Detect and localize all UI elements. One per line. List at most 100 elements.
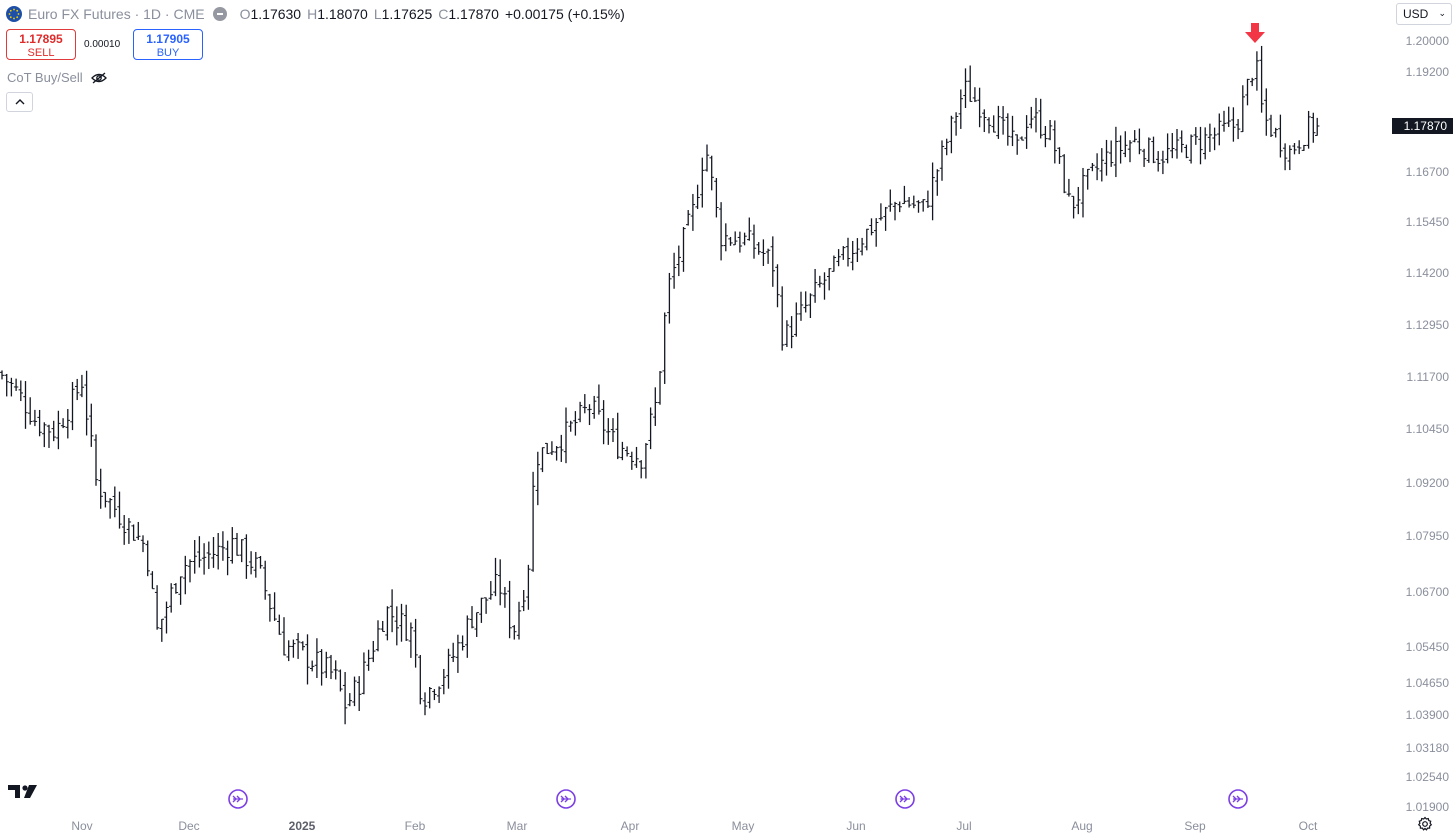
ohlc-bar xyxy=(1193,127,1198,145)
ohlc-bar xyxy=(1221,110,1227,132)
ohlc-bar xyxy=(291,639,296,658)
collapse-legend-button[interactable] xyxy=(6,92,33,112)
ohlc-bar xyxy=(352,676,357,707)
ohlc-bar xyxy=(1113,126,1119,178)
event-marker-icon[interactable] xyxy=(228,789,248,809)
ohlc-bar xyxy=(878,203,884,221)
ohlc-bar xyxy=(728,236,733,246)
sell-button[interactable]: 1.17895 SELL xyxy=(6,29,76,60)
ohlc-bar xyxy=(1062,154,1067,194)
ohlc-bar xyxy=(1080,167,1086,218)
ohlc-bar xyxy=(925,190,931,209)
ohlc-bar xyxy=(526,564,531,610)
ohlc-bar xyxy=(582,394,587,414)
ohlc-bar xyxy=(1226,106,1231,127)
ohlc-bar xyxy=(187,559,193,583)
high-label: H xyxy=(307,6,318,22)
ohlc-bar xyxy=(220,531,226,561)
ohlc-bar xyxy=(1029,106,1034,129)
ohlc-bar xyxy=(333,660,338,680)
ohlc-bar xyxy=(244,534,249,579)
ohlc-bar xyxy=(775,264,780,308)
ohlc-bar xyxy=(107,498,113,519)
ohlc-bar xyxy=(761,239,766,266)
price-bars xyxy=(0,45,1320,725)
ohlc-bar xyxy=(357,676,362,712)
eye-hidden-icon[interactable] xyxy=(90,72,107,84)
ohlc-bar xyxy=(1259,45,1264,113)
event-marker-icon[interactable] xyxy=(556,789,576,809)
x-tick-label: Feb xyxy=(405,819,426,833)
buy-button[interactable]: 1.17905 BUY xyxy=(133,29,203,60)
ohlc-bar xyxy=(639,460,644,479)
settings-gear-icon[interactable] xyxy=(1417,816,1433,832)
ohlc-bar xyxy=(65,409,70,439)
ohlc-bar xyxy=(892,201,898,221)
ohlc-bar xyxy=(84,370,89,436)
symbol-title[interactable]: Euro FX Futures · 1D · CME xyxy=(28,6,205,22)
ohlc-bar xyxy=(1306,110,1311,149)
event-marker-icon[interactable] xyxy=(1228,789,1248,809)
ohlc-bar xyxy=(474,612,479,637)
ohlc-bar xyxy=(314,638,320,679)
event-marker-icon[interactable] xyxy=(895,789,915,809)
ohlc-bar xyxy=(1104,139,1109,176)
ohlc-bar xyxy=(502,586,508,608)
chevron-up-icon xyxy=(15,99,24,105)
ohlc-bar xyxy=(1076,186,1081,215)
indicator-legend[interactable]: CoT Buy/Sell xyxy=(7,70,107,85)
ohlc-bar xyxy=(968,65,973,102)
price-axis[interactable]: 1.20000 1.19200 1.16700 1.15450 1.14200 1.129… xyxy=(1392,34,1453,814)
chevron-down-icon: ⌄ xyxy=(1438,8,1446,18)
ohlc-bar xyxy=(93,434,99,486)
currency-select[interactable]: USD ⌄ xyxy=(1396,3,1452,25)
ohlc-bar xyxy=(1264,88,1269,136)
ohlc-bar xyxy=(545,442,550,455)
tradingview-logo-icon[interactable] xyxy=(8,782,40,800)
x-tick-label: Dec xyxy=(178,819,199,833)
ohlc-bar xyxy=(723,223,728,252)
ohlc-bar xyxy=(549,441,555,456)
ohlc-bar xyxy=(516,601,522,640)
ohlc-bar xyxy=(342,672,348,725)
ohlc-bar xyxy=(845,237,851,267)
ohlc-bar xyxy=(1033,97,1039,133)
ohlc-bar xyxy=(145,540,150,577)
market-status-icon[interactable] xyxy=(212,7,227,21)
ohlc-bar xyxy=(375,620,381,652)
ohlc-bar xyxy=(404,604,409,641)
ohlc-bar xyxy=(389,589,395,633)
high-value: 1.18070 xyxy=(317,6,368,22)
ohlc-bar xyxy=(1071,195,1076,219)
ohlc-bar xyxy=(808,293,813,318)
ohlc-bar xyxy=(56,410,61,450)
ohlc-bar xyxy=(465,615,470,658)
ohlc-bar xyxy=(408,622,414,658)
ohlc-bar xyxy=(267,593,273,622)
ohlc-bar xyxy=(366,649,371,671)
ohlc-bar xyxy=(1066,178,1072,197)
y-tick-label: 1.07950 xyxy=(1406,529,1450,543)
ohlc-bar xyxy=(79,374,85,398)
ohlc-bar xyxy=(263,560,268,600)
ohlc-bar xyxy=(60,418,66,429)
ohlc-bar xyxy=(817,275,822,288)
ohlc-bar xyxy=(1137,128,1142,155)
ohlc-bar xyxy=(953,112,959,136)
ohlc-bar xyxy=(648,407,653,450)
ohlc-bar xyxy=(286,640,291,662)
ohlc-bar xyxy=(733,231,738,246)
ohlc-bar xyxy=(530,471,536,572)
ohlc-bar xyxy=(136,521,141,540)
time-axis[interactable]: Nov Dec 2025 Feb Mar Apr May Jun Jul Aug Sep Oct xyxy=(71,819,1318,833)
x-tick-label: Oct xyxy=(1299,819,1318,833)
ohlc-bar xyxy=(305,634,310,685)
ohlc-bar xyxy=(1235,119,1241,140)
ohlc-bar xyxy=(418,654,423,705)
ohlc-bar xyxy=(399,603,404,642)
ohlc-bar xyxy=(563,407,569,464)
ohlc-bar xyxy=(874,218,879,247)
ohlc-bar xyxy=(507,580,512,639)
buy-price: 1.17905 xyxy=(146,32,190,46)
